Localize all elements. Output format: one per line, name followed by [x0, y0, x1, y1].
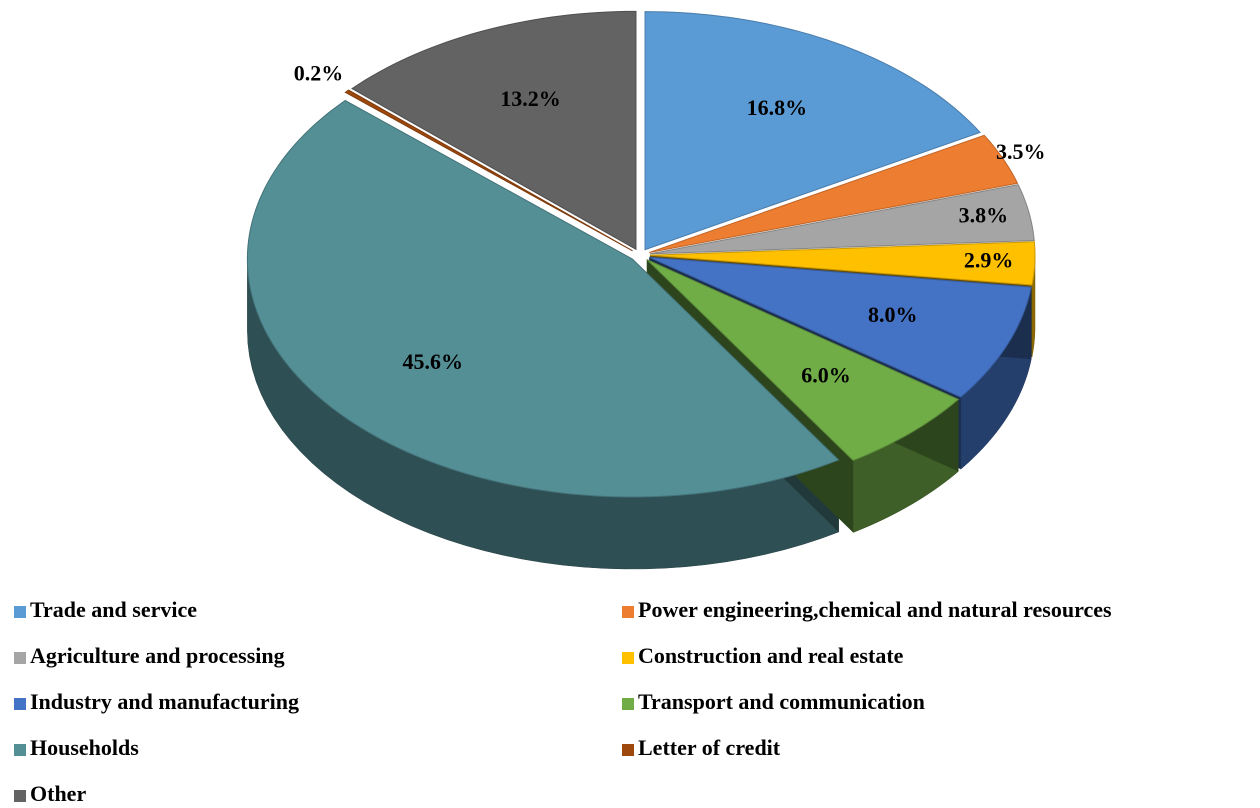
legend: Trade and service Power engineering,chemi…: [14, 597, 1112, 806]
data-label: 8.0%: [868, 302, 918, 327]
legend-label: Other: [30, 781, 86, 803]
pie-labels: 16.8% 3.5% 3.8% 2.9% 8.0% 6.0% 45.6% 0.2% 13.2%: [294, 60, 1046, 387]
legend-label: Construction and real estate: [638, 643, 904, 668]
legend-swatch: [14, 744, 26, 756]
legend-swatch: [14, 652, 26, 664]
pie-slice: [649, 134, 1019, 254]
pie-slice: [649, 241, 1036, 286]
pie-tops: [246, 10, 1036, 498]
data-label: 13.2%: [500, 86, 561, 111]
data-label: 45.6%: [403, 349, 464, 374]
data-label: 0.2%: [294, 60, 344, 85]
legend-swatch: [14, 790, 26, 802]
legend-label: Trade and service: [30, 597, 197, 622]
legend-label: Power engineering,chemical and natural r…: [638, 597, 1112, 622]
legend-swatch: [622, 698, 634, 710]
legend-swatch: [622, 652, 634, 664]
data-label: 3.5%: [996, 139, 1046, 164]
legend-label: Agriculture and processing: [30, 643, 285, 668]
legend-label: Industry and manufacturing: [30, 689, 299, 714]
pie-slice: [344, 89, 633, 252]
pie-slice: [646, 259, 960, 462]
pie-slice: [644, 11, 981, 251]
data-label: 2.9%: [964, 247, 1014, 272]
data-label: 16.8%: [747, 95, 808, 120]
legend-label: Letter of credit: [638, 735, 781, 760]
legend-swatch: [14, 698, 26, 710]
legend-swatch: [622, 744, 634, 756]
data-label: 3.8%: [959, 202, 1009, 227]
legend-label: Transport and communication: [638, 689, 925, 714]
pie-slice: [246, 99, 840, 498]
pie-slice: [649, 256, 1032, 398]
legend-swatch: [622, 606, 634, 618]
pie-slice: [649, 184, 1035, 255]
pie-slice: [351, 10, 637, 251]
legend-label: Households: [30, 735, 139, 760]
data-label: 6.0%: [801, 363, 851, 388]
legend-swatch: [14, 606, 26, 618]
